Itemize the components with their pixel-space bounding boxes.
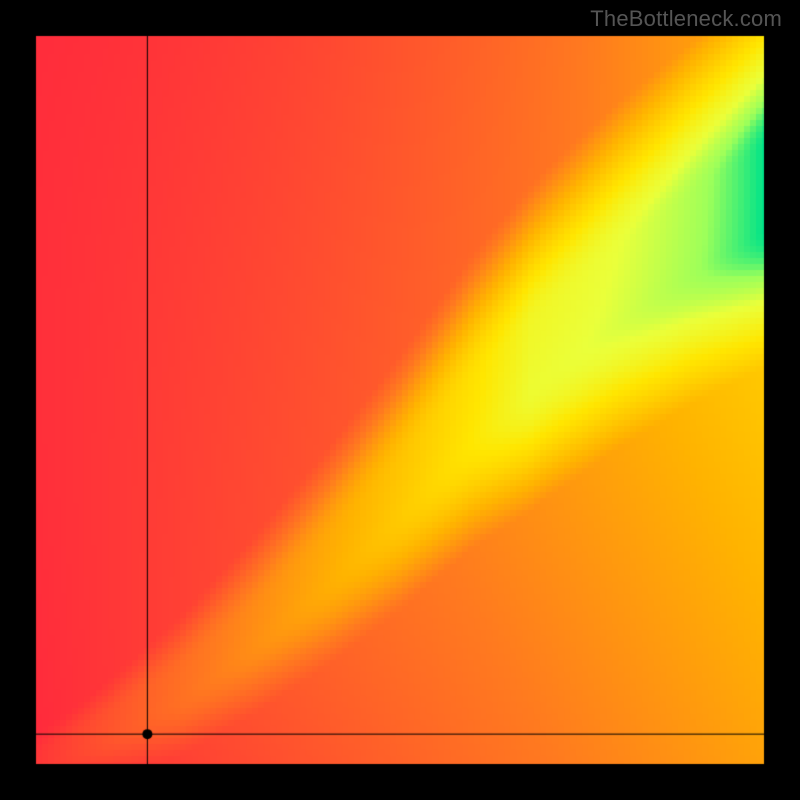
bottleneck-heatmap <box>0 0 800 800</box>
watermark-text: TheBottleneck.com <box>590 6 782 32</box>
